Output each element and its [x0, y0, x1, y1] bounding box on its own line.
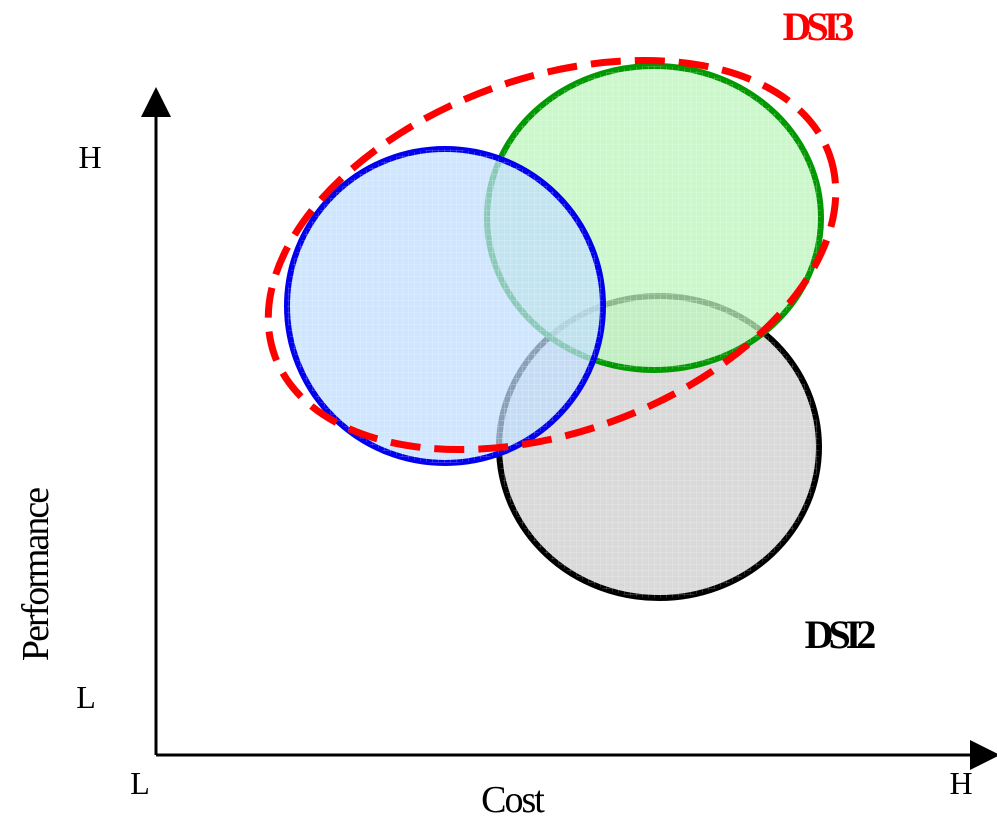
- x-low-label: L: [130, 765, 150, 801]
- dsi2-label: DSI2: [805, 612, 876, 657]
- y-high-label: H: [78, 139, 101, 175]
- blue-circle-group: [284, 146, 606, 466]
- x-axis-title: Cost: [481, 779, 545, 820]
- x-high-label: H: [949, 765, 972, 801]
- dsi3-label: DSI3: [783, 4, 854, 49]
- y-low-label: L: [76, 679, 96, 715]
- dsi3-dashed-boundary: [264, 56, 840, 454]
- blue-circle-grid: [287, 149, 603, 463]
- y-axis-title: Performance: [15, 488, 57, 661]
